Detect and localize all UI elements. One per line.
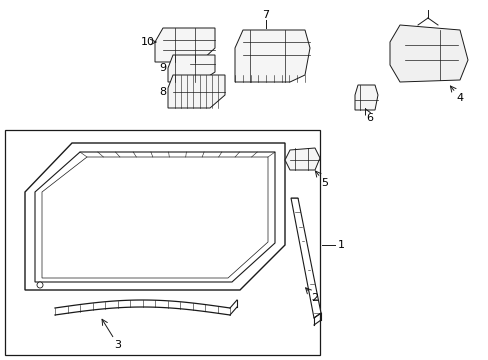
- Text: 5: 5: [321, 178, 328, 188]
- Circle shape: [37, 282, 43, 288]
- Polygon shape: [168, 75, 224, 108]
- Text: 8: 8: [159, 87, 166, 97]
- Text: 3: 3: [114, 340, 121, 350]
- Text: 9: 9: [159, 63, 166, 73]
- Polygon shape: [389, 25, 467, 82]
- Polygon shape: [155, 28, 215, 62]
- Polygon shape: [235, 30, 309, 82]
- Bar: [5, 130, 319, 355]
- Polygon shape: [25, 143, 285, 290]
- Polygon shape: [285, 148, 319, 170]
- Text: 2: 2: [311, 293, 318, 303]
- Text: 1: 1: [337, 240, 345, 250]
- Text: 10: 10: [141, 37, 155, 47]
- Polygon shape: [354, 85, 377, 110]
- Polygon shape: [290, 198, 320, 318]
- Text: 7: 7: [262, 10, 269, 20]
- Text: 6: 6: [366, 113, 373, 123]
- Text: 4: 4: [455, 93, 463, 103]
- Polygon shape: [168, 55, 215, 82]
